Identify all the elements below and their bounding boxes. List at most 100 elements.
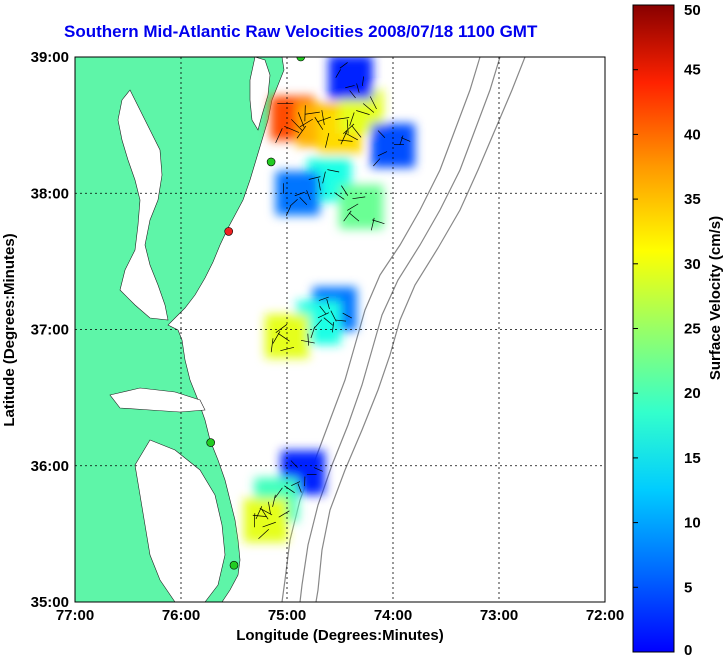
x-tick-labels: 77:00 76:00 75:00 74:00 73:00 72:00 bbox=[56, 607, 624, 624]
velocity-vectors bbox=[252, 62, 411, 539]
velocity-vector bbox=[362, 76, 364, 87]
radar-station-marker bbox=[266, 157, 276, 167]
velocity-field bbox=[243, 57, 415, 543]
velocity-vector bbox=[339, 62, 348, 69]
velocity-vector bbox=[345, 85, 355, 89]
velocity-vector bbox=[325, 133, 330, 148]
velocity-vector bbox=[299, 197, 308, 205]
velocity-vector bbox=[270, 338, 274, 353]
velocity-vector bbox=[327, 169, 340, 173]
pamlico-sound bbox=[134, 439, 226, 602]
velocity-vector bbox=[335, 319, 347, 322]
velocity-vector bbox=[321, 110, 325, 125]
velocity-vector bbox=[400, 137, 411, 142]
bathymetry-contour bbox=[299, 57, 501, 602]
velocity-vector bbox=[372, 219, 385, 224]
velocity-vector bbox=[275, 128, 283, 144]
velocity-vector bbox=[285, 206, 291, 216]
y-tick-labels: 39:00 38:00 37:00 36:00 35:00 bbox=[31, 49, 69, 611]
velocity-vector bbox=[335, 69, 341, 78]
velocity-vector bbox=[348, 212, 360, 222]
velocity-patch bbox=[265, 314, 309, 359]
velocity-vector bbox=[377, 130, 386, 138]
velocity-vector bbox=[259, 507, 273, 516]
velocity-vector bbox=[352, 196, 366, 200]
velocity-vector bbox=[330, 310, 337, 322]
colorbar-label: Surface Velocity (cm/s) bbox=[707, 216, 724, 380]
velocity-vector bbox=[318, 296, 329, 301]
radar-station-marker bbox=[229, 560, 239, 570]
velocity-vector bbox=[296, 125, 307, 139]
velocity-vector bbox=[272, 494, 276, 507]
plot-frame bbox=[74, 56, 606, 603]
radar-station-marker bbox=[296, 57, 306, 62]
velocity-vector bbox=[289, 198, 298, 207]
chesapeake-bay bbox=[117, 89, 169, 321]
velocity-vector bbox=[334, 192, 345, 200]
velocity-vector bbox=[313, 467, 323, 472]
velocity-vector bbox=[272, 331, 281, 344]
y-tick-label: 37:00 bbox=[31, 322, 69, 339]
velocity-vector bbox=[362, 103, 375, 113]
x-tick-label: 74:00 bbox=[374, 607, 412, 624]
velocity-vector bbox=[291, 481, 301, 486]
colorbar-tick-label: 45 bbox=[684, 62, 701, 79]
velocity-vector bbox=[351, 125, 362, 138]
velocity-vector bbox=[370, 217, 375, 231]
velocity-vector bbox=[313, 319, 323, 329]
colorbar-tick-label: 20 bbox=[684, 385, 701, 402]
velocity-vector bbox=[290, 460, 298, 468]
velocity-vector bbox=[317, 116, 332, 123]
x-tick-label: 77:00 bbox=[56, 607, 94, 624]
velocity-vector bbox=[347, 203, 359, 211]
velocity-vector bbox=[356, 110, 370, 115]
colorbar-tick-label: 40 bbox=[684, 126, 701, 143]
x-tick-label: 72:00 bbox=[586, 607, 624, 624]
x-tick-label: 75:00 bbox=[268, 607, 306, 624]
velocity-vector bbox=[332, 322, 335, 333]
velocity-patch bbox=[328, 57, 373, 100]
velocity-patch bbox=[275, 171, 320, 216]
delaware-bay bbox=[249, 57, 271, 131]
radar-station-marker bbox=[206, 438, 215, 447]
velocity-vector bbox=[344, 132, 358, 141]
velocity-vector bbox=[323, 317, 334, 326]
velocity-vector bbox=[342, 312, 352, 319]
radar-stations bbox=[206, 57, 306, 570]
y-tick-label: 36:00 bbox=[31, 458, 69, 475]
colorbar-tick-label: 50 bbox=[684, 2, 701, 19]
velocity-vector bbox=[277, 333, 290, 342]
colorbar-tick-label: 10 bbox=[684, 515, 701, 532]
y-tick-label: 35:00 bbox=[31, 594, 69, 611]
velocity-vector bbox=[335, 117, 350, 120]
velocity-vector bbox=[399, 135, 404, 146]
colorbar-tick-label: 15 bbox=[684, 450, 701, 467]
velocity-vector bbox=[342, 123, 355, 135]
velocity-vector bbox=[322, 171, 326, 184]
velocity-vector bbox=[346, 119, 349, 134]
velocity-vector bbox=[255, 506, 263, 520]
y-tick-label: 39:00 bbox=[31, 49, 69, 66]
velocity-vector bbox=[356, 83, 360, 93]
velocity-vector bbox=[268, 501, 271, 515]
velocity-vector bbox=[304, 111, 320, 115]
y-axis-label: Latitude (Degrees:Minutes) bbox=[1, 233, 18, 426]
y-tick-label: 38:00 bbox=[31, 185, 69, 202]
colorbar-tick-label: 0 bbox=[684, 642, 692, 659]
x-axis-label: Longitude (Degrees:Minutes) bbox=[236, 627, 444, 644]
x-tick-label: 73:00 bbox=[480, 607, 518, 624]
colorbar-tick-label: 35 bbox=[684, 191, 701, 208]
colorbar-tick-label: 25 bbox=[684, 321, 701, 338]
velocity-vector bbox=[262, 521, 276, 528]
velocity-vector bbox=[252, 514, 267, 517]
x-tick-label: 76:00 bbox=[162, 607, 200, 624]
velocity-vector bbox=[377, 151, 388, 157]
velocity-vector bbox=[349, 112, 355, 126]
velocity-vector bbox=[278, 510, 290, 518]
velocity-vector bbox=[343, 210, 352, 222]
bathymetry-contour bbox=[315, 57, 526, 602]
velocity-vector bbox=[314, 116, 324, 130]
grid-lines bbox=[75, 57, 605, 602]
